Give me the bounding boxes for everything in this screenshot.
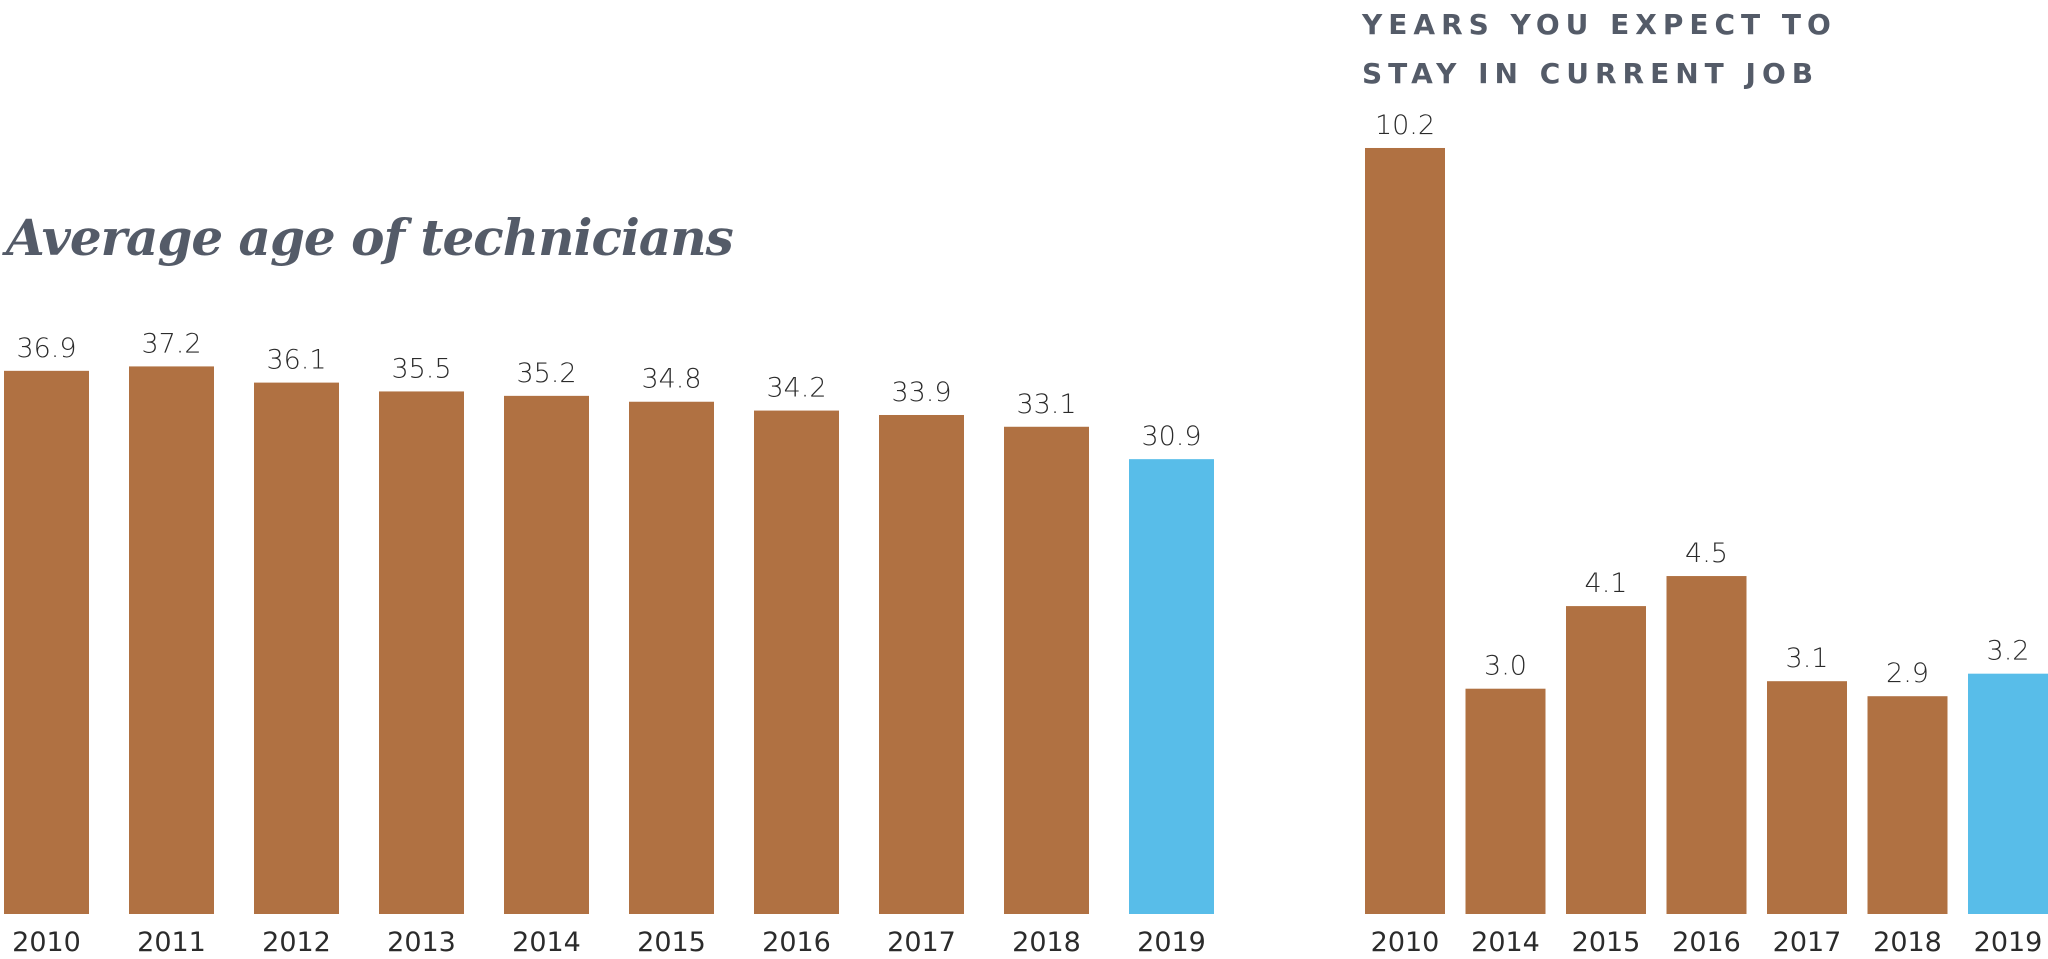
data-label: 4.1 bbox=[1585, 568, 1628, 599]
data-label: 34.8 bbox=[641, 364, 701, 395]
bar bbox=[1465, 688, 1546, 914]
bar bbox=[1365, 147, 1445, 915]
data-label: 2.9 bbox=[1886, 658, 1929, 689]
data-label: 35.5 bbox=[391, 353, 451, 384]
bar bbox=[1767, 681, 1847, 914]
bar bbox=[629, 401, 714, 914]
bar bbox=[1867, 696, 1948, 914]
x-tick-label: 2010 bbox=[1371, 927, 1440, 958]
x-tick-label: 2010 bbox=[12, 927, 81, 958]
x-tick-label: 2018 bbox=[1873, 927, 1942, 958]
x-tick-label: 2014 bbox=[512, 927, 581, 958]
bar bbox=[1004, 426, 1089, 914]
bar bbox=[504, 395, 589, 915]
x-tick-label: 2016 bbox=[762, 927, 831, 958]
chart-title-line: YEARS YOU EXPECT TO bbox=[1362, 8, 1837, 41]
chart-title-years-in-job: YEARS YOU EXPECT TO STAY IN CURRENT JOB bbox=[1362, 0, 2042, 98]
x-tick-label: 2019 bbox=[1974, 927, 2043, 958]
data-label: 3.2 bbox=[1987, 636, 2030, 667]
x-tick-label: 2012 bbox=[262, 927, 331, 958]
bar bbox=[4, 370, 89, 914]
bar bbox=[1968, 673, 2048, 914]
data-label: 3.1 bbox=[1786, 643, 1829, 674]
x-tick-label: 2017 bbox=[887, 927, 956, 958]
x-tick-label: 2016 bbox=[1672, 927, 1741, 958]
data-label: 10.2 bbox=[1375, 110, 1435, 141]
x-tick-label: 2015 bbox=[637, 927, 706, 958]
bar bbox=[129, 366, 214, 914]
x-tick-label: 2013 bbox=[387, 927, 456, 958]
data-label: 36.9 bbox=[16, 333, 76, 364]
x-tick-label: 2011 bbox=[137, 927, 206, 958]
data-label: 3.0 bbox=[1484, 651, 1527, 682]
bar bbox=[879, 414, 964, 914]
x-tick-label: 2018 bbox=[1012, 927, 1081, 958]
chart-title-line: STAY IN CURRENT JOB bbox=[1362, 57, 1820, 90]
data-label: 36.1 bbox=[266, 345, 326, 376]
data-label: 37.2 bbox=[141, 328, 201, 359]
x-tick-label: 2017 bbox=[1773, 927, 1842, 958]
bar bbox=[379, 391, 464, 914]
data-label: 33.1 bbox=[1016, 389, 1076, 420]
chart-title-average-age: Average age of technicians bbox=[6, 208, 734, 267]
data-label: 35.2 bbox=[516, 358, 576, 389]
data-label: 34.2 bbox=[766, 373, 826, 404]
x-tick-label: 2015 bbox=[1572, 927, 1641, 958]
x-tick-label: 2014 bbox=[1471, 927, 1540, 958]
bar bbox=[754, 410, 839, 914]
x-tick-label: 2019 bbox=[1137, 927, 1206, 958]
bar bbox=[1129, 459, 1214, 914]
bar bbox=[254, 382, 339, 914]
data-label: 33.9 bbox=[891, 377, 951, 408]
data-label: 4.5 bbox=[1685, 538, 1728, 569]
bar bbox=[1566, 606, 1646, 914]
bar bbox=[1666, 576, 1747, 914]
data-label: 30.9 bbox=[1141, 421, 1201, 452]
